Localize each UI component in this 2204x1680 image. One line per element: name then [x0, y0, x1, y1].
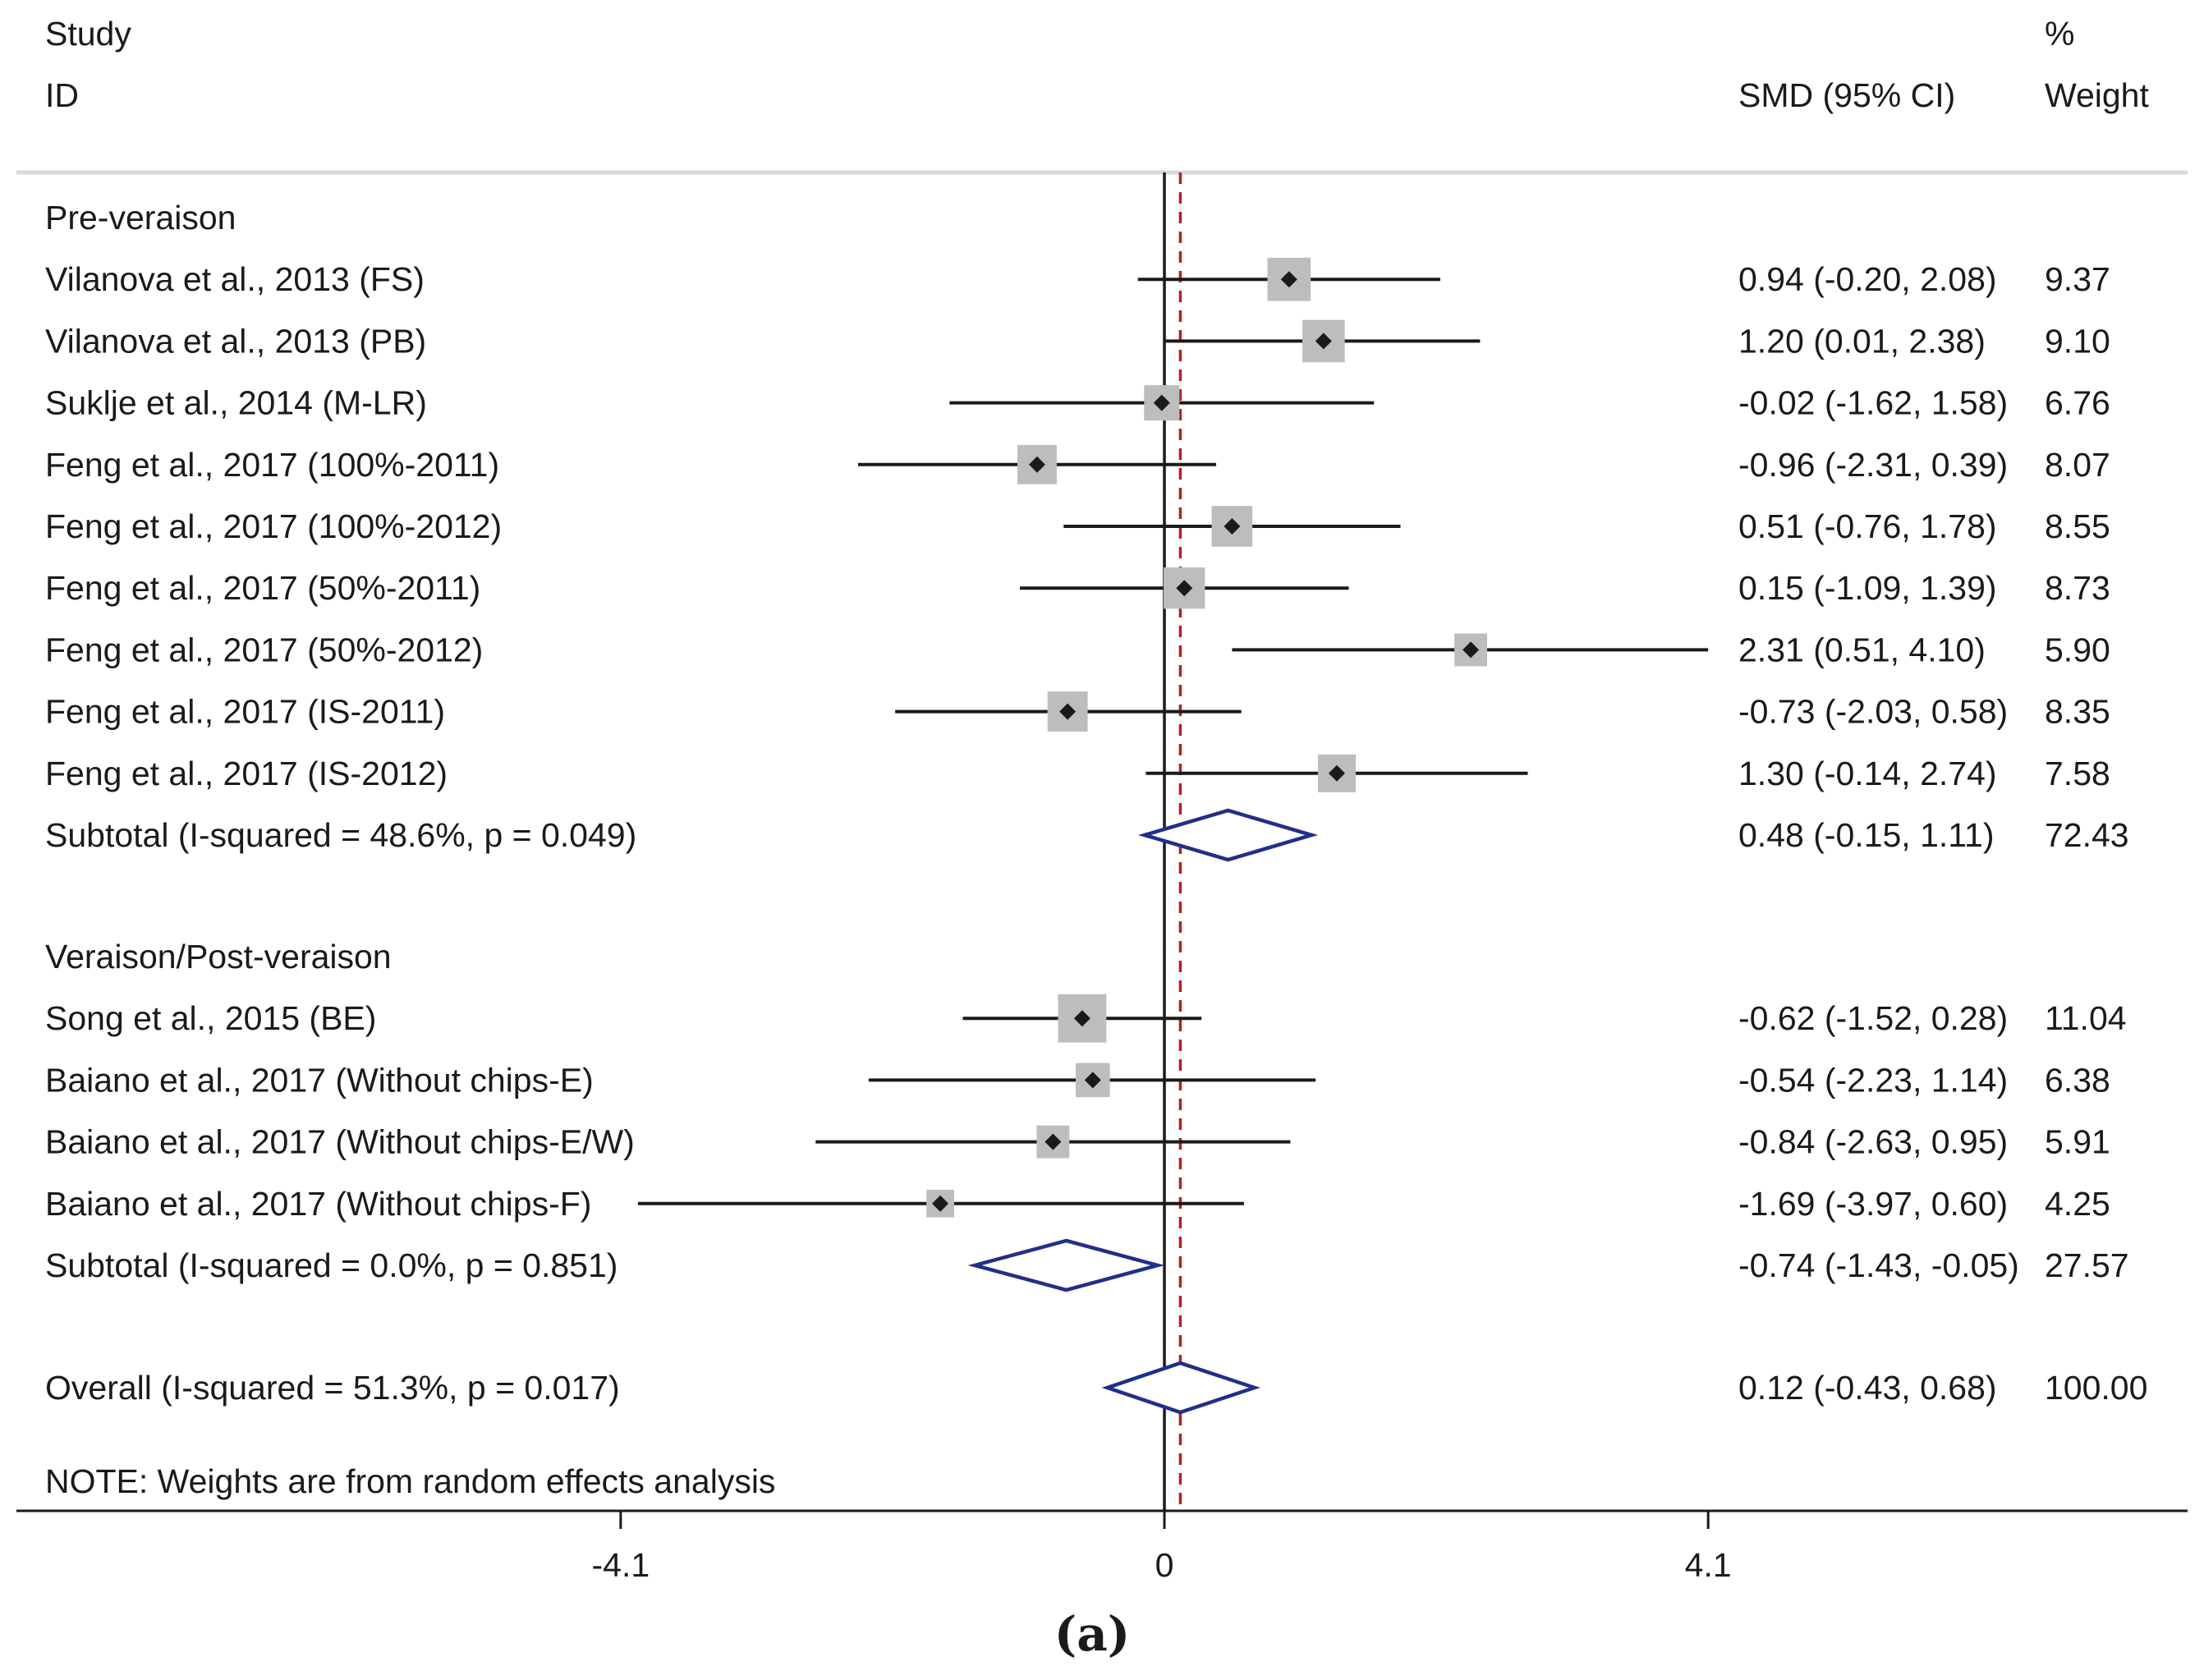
smd-ci-value: -0.96 (-2.31, 0.39) — [1738, 446, 2008, 484]
point-estimate-marker — [1280, 271, 1297, 288]
point-estimate-marker — [1045, 1133, 1062, 1150]
weight-value: 8.73 — [2045, 569, 2110, 607]
weight-value: 8.55 — [2045, 507, 2110, 545]
study-label: Vilanova et al., 2013 (FS) — [45, 260, 425, 298]
smd-ci-value: -1.69 (-3.97, 0.60) — [1738, 1185, 2008, 1223]
study-row: Feng et al., 2017 (100%-2011) -0.96 (-2.3… — [45, 444, 2110, 484]
smd-ci-value: -0.84 (-2.63, 0.95) — [1738, 1123, 2008, 1161]
subtotal-weight-value: 72.43 — [2045, 816, 2129, 854]
subtotal-diamond — [1137, 808, 1319, 862]
study-label: Vilanova et al., 2013 (PB) — [45, 322, 426, 360]
study-row: Suklje et al., 2014 (M-LR) -0.02 (-1.62, … — [45, 384, 2110, 422]
study-label: Feng et al., 2017 (100%-2011) — [45, 446, 499, 484]
study-row: Feng et al., 2017 (50%-2012) 2.31 (0.51, … — [45, 631, 2110, 668]
weight-value: 6.38 — [2045, 1061, 2110, 1099]
study-label: Feng et al., 2017 (IS-2011) — [45, 693, 445, 731]
weight-value: 8.07 — [2045, 446, 2110, 484]
figure-caption: (a) — [1054, 1606, 1130, 1662]
x-tick-label: 0 — [1155, 1546, 1174, 1584]
subtotal-label: Subtotal (I-squared = 0.0%, p = 0.851) — [45, 1246, 618, 1284]
x-tick-label: 4.1 — [1685, 1546, 1732, 1584]
weight-value: 6.76 — [2045, 384, 2110, 422]
smd-ci-value: -0.54 (-2.23, 1.14) — [1738, 1061, 2008, 1099]
smd-ci-value: 0.94 (-0.20, 2.08) — [1738, 260, 1997, 298]
point-estimate-marker — [1084, 1072, 1101, 1089]
study-label: Feng et al., 2017 (100%-2012) — [45, 507, 502, 545]
subtotal-diamond — [967, 1238, 1165, 1292]
point-estimate-marker — [1176, 580, 1193, 597]
study-label: Feng et al., 2017 (50%-2012) — [45, 631, 483, 668]
subtotal-row: Subtotal (I-squared = 48.6%, p = 0.049) 0… — [45, 808, 2129, 862]
subtotal-weight-value: 27.57 — [2045, 1246, 2129, 1284]
study-label: Suklje et al., 2014 (M-LR) — [45, 384, 427, 422]
point-estimate-marker — [1028, 456, 1045, 473]
overall-weight-value: 100.00 — [2045, 1369, 2147, 1407]
smd-ci-value: 2.31 (0.51, 4.10) — [1738, 631, 1986, 668]
overall-row: Overall (I-squared = 51.3%, p = 0.017) 0.… — [45, 1361, 2147, 1415]
study-label: Song et al., 2015 (BE) — [45, 999, 376, 1037]
study-label: Baiano et al., 2017 (Without chips-E) — [45, 1061, 594, 1099]
weight-value: 5.91 — [2045, 1123, 2110, 1161]
point-estimate-marker — [1153, 394, 1170, 411]
header-id: ID — [45, 76, 79, 114]
note-text: NOTE: Weights are from random effects an… — [45, 1462, 775, 1500]
smd-ci-value: 1.30 (-0.14, 2.74) — [1738, 755, 1997, 792]
overall-diamond — [1101, 1361, 1260, 1415]
weight-value: 9.10 — [2045, 322, 2110, 360]
study-row: Vilanova et al., 2013 (FS) 0.94 (-0.20, 2… — [45, 257, 2110, 301]
study-label: Baiano et al., 2017 (Without chips-E/W) — [45, 1123, 635, 1161]
header-weight: Weight — [2045, 76, 2149, 114]
header-study: Study — [45, 15, 131, 53]
point-estimate-marker — [1059, 703, 1077, 720]
smd-ci-value: 0.15 (-1.09, 1.39) — [1738, 569, 1997, 607]
weight-value: 8.35 — [2045, 693, 2110, 731]
study-row: Feng et al., 2017 (100%-2012) 0.51 (-0.76… — [45, 506, 2110, 547]
smd-ci-value: -0.62 (-1.52, 0.28) — [1738, 999, 2008, 1037]
group-label: Veraison/Post-veraison — [45, 938, 392, 975]
point-estimate-marker — [1073, 1010, 1091, 1027]
weight-value: 4.25 — [2045, 1185, 2110, 1223]
study-row: Song et al., 2015 (BE) -0.62 (-1.52, 0.28… — [45, 994, 2127, 1043]
study-label: Baiano et al., 2017 (Without chips-F) — [45, 1185, 591, 1223]
subtotal-label: Subtotal (I-squared = 48.6%, p = 0.049) — [45, 816, 636, 854]
point-estimate-marker — [1328, 764, 1345, 782]
group-label: Pre-veraison — [45, 199, 236, 236]
study-row: Vilanova et al., 2013 (PB) 1.20 (0.01, 2.… — [45, 319, 2110, 363]
weight-value: 9.37 — [2045, 260, 2110, 298]
study-row: Baiano et al., 2017 (Without chips-F) -1.… — [45, 1185, 2110, 1223]
study-row: Feng et al., 2017 (IS-2011) -0.73 (-2.03,… — [45, 691, 2110, 732]
subtotal-row: Subtotal (I-squared = 0.0%, p = 0.851) -0… — [45, 1238, 2129, 1292]
smd-ci-value: -0.73 (-2.03, 0.58) — [1738, 693, 2008, 731]
subtotal-smd-ci-value: 0.48 (-0.15, 1.11) — [1738, 816, 1994, 854]
weight-value: 7.58 — [2045, 755, 2110, 792]
overall-label: Overall (I-squared = 51.3%, p = 0.017) — [45, 1369, 620, 1407]
weight-value: 5.90 — [2045, 631, 2110, 668]
smd-ci-value: -0.02 (-1.62, 1.58) — [1738, 384, 2008, 422]
overall-smd-ci-value: 0.12 (-0.43, 0.68) — [1738, 1369, 1997, 1407]
study-row: Baiano et al., 2017 (Without chips-E/W) -… — [45, 1123, 2110, 1161]
weight-value: 11.04 — [2045, 999, 2127, 1037]
subtotal-smd-ci-value: -0.74 (-1.43, -0.05) — [1738, 1246, 2019, 1284]
study-row: Baiano et al., 2017 (Without chips-E) -0.… — [45, 1061, 2110, 1099]
smd-ci-value: 0.51 (-0.76, 1.78) — [1738, 507, 1997, 545]
study-label: Feng et al., 2017 (IS-2012) — [45, 755, 448, 792]
point-estimate-marker — [1462, 641, 1480, 659]
header-smd: SMD (95% CI) — [1738, 76, 1955, 114]
study-row: Feng et al., 2017 (50%-2011) 0.15 (-1.09,… — [45, 567, 2110, 609]
point-estimate-marker — [932, 1195, 949, 1212]
study-label: Feng et al., 2017 (50%-2011) — [45, 569, 480, 607]
smd-ci-value: 1.20 (0.01, 2.38) — [1738, 322, 1986, 360]
point-estimate-marker — [1224, 518, 1241, 535]
x-tick-label: -4.1 — [592, 1546, 650, 1584]
study-row: Feng et al., 2017 (IS-2012) 1.30 (-0.14, … — [45, 754, 2110, 792]
point-estimate-marker — [1315, 333, 1332, 350]
header-percent: % — [2045, 15, 2074, 53]
